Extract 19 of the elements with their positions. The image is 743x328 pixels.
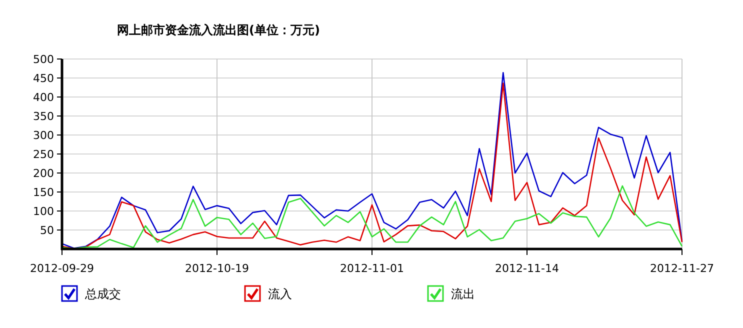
xtick: 2012-11-27 (650, 262, 714, 275)
ytick: 400 (33, 91, 54, 104)
xtick: 2012-10-19 (185, 262, 249, 275)
xtick: 2012-11-01 (340, 262, 404, 275)
legend-label: 总成交 (84, 287, 121, 301)
ytick: 200 (33, 167, 54, 180)
legend-label: 流出 (451, 287, 475, 301)
title: 网上邮市资金流入流出图(单位：万元) (117, 23, 320, 37)
legend-label: 流入 (268, 287, 292, 301)
ytick: 500 (33, 53, 54, 66)
xtick: 2012-09-29 (30, 262, 94, 275)
ytick: 100 (33, 205, 54, 218)
ytick: 50 (40, 224, 54, 237)
ytick: 350 (33, 110, 54, 123)
ytick: 450 (33, 72, 54, 85)
ytick: 300 (33, 129, 54, 142)
ytick: 150 (33, 186, 54, 199)
ytick: 250 (33, 148, 54, 161)
xtick: 2012-11-14 (495, 262, 559, 275)
